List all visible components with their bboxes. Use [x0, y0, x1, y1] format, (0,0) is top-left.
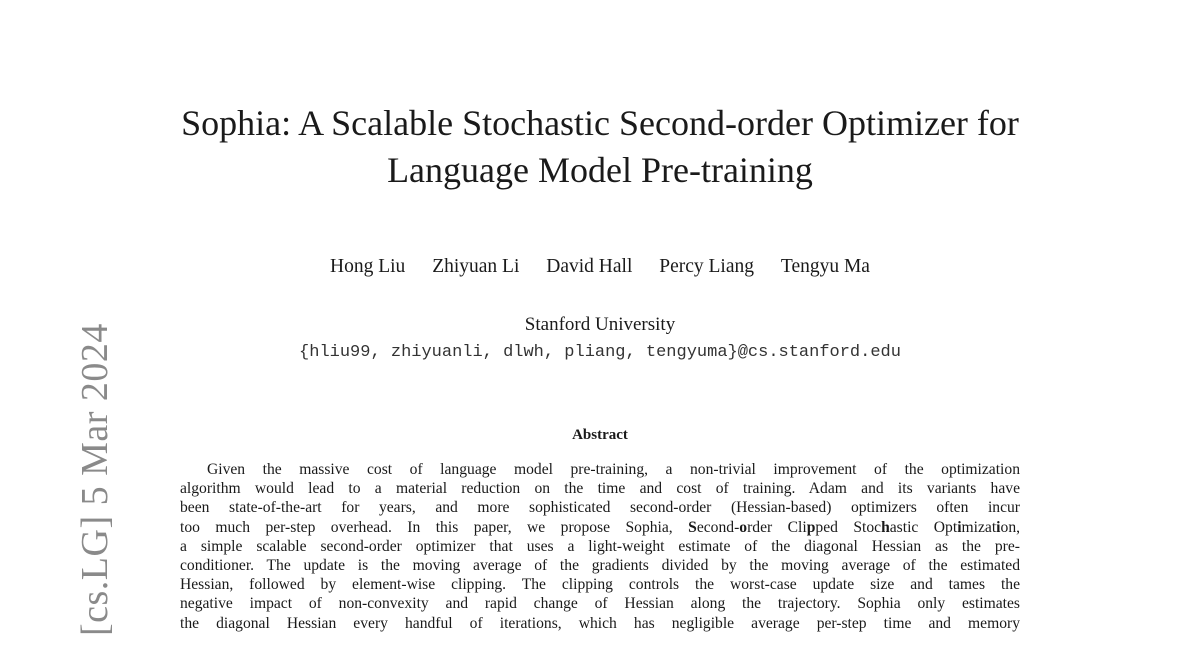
- abstract-line: Given the massive cost of language model…: [207, 461, 1020, 478]
- abstract-line: negative impact of non-convexity and rap…: [180, 595, 1020, 613]
- title-line: Language Model Pre-training: [387, 150, 813, 190]
- abstract-line: a simple scalable second-order optimizer…: [180, 537, 1020, 555]
- abstract-line: algorithm would lead to a material reduc…: [180, 480, 1020, 498]
- abstract-line: conditioner. The update is the moving av…: [180, 557, 1020, 575]
- abstract-line: too much per-step overhead. In this pape…: [180, 518, 1021, 536]
- author: Percy Liang: [659, 256, 755, 277]
- author-list: Hong Liu Zhiyuan Li David Hall Percy Lia…: [0, 256, 1200, 278]
- author: David Hall: [546, 256, 633, 277]
- author-emails: {hliu99, zhiyuanli, dlwh, pliang, tengyu…: [299, 343, 901, 362]
- abstract-heading: Abstract: [572, 427, 628, 443]
- author: Tengyu Ma: [780, 256, 870, 277]
- arxiv-side-label: [cs.LG] 5 Mar 2024: [74, 323, 116, 636]
- abstract-line: the diagonal Hessian every handful of it…: [180, 614, 1020, 632]
- author: Hong Liu: [330, 256, 406, 277]
- affiliation: Stanford University: [524, 314, 676, 335]
- author: Zhiyuan Li: [432, 256, 520, 277]
- abstract-body: Given the massive cost of language model…: [180, 460, 1020, 633]
- abstract-line: been state-of-the-art for years, and mor…: [180, 499, 1020, 517]
- title-line: Sophia: A Scalable Stochastic Second-ord…: [181, 103, 1019, 143]
- paper-title: Sophia: A Scalable Stochastic Second-ord…: [0, 100, 1200, 194]
- abstract-line: Hessian, followed by element-wise clippi…: [180, 576, 1020, 594]
